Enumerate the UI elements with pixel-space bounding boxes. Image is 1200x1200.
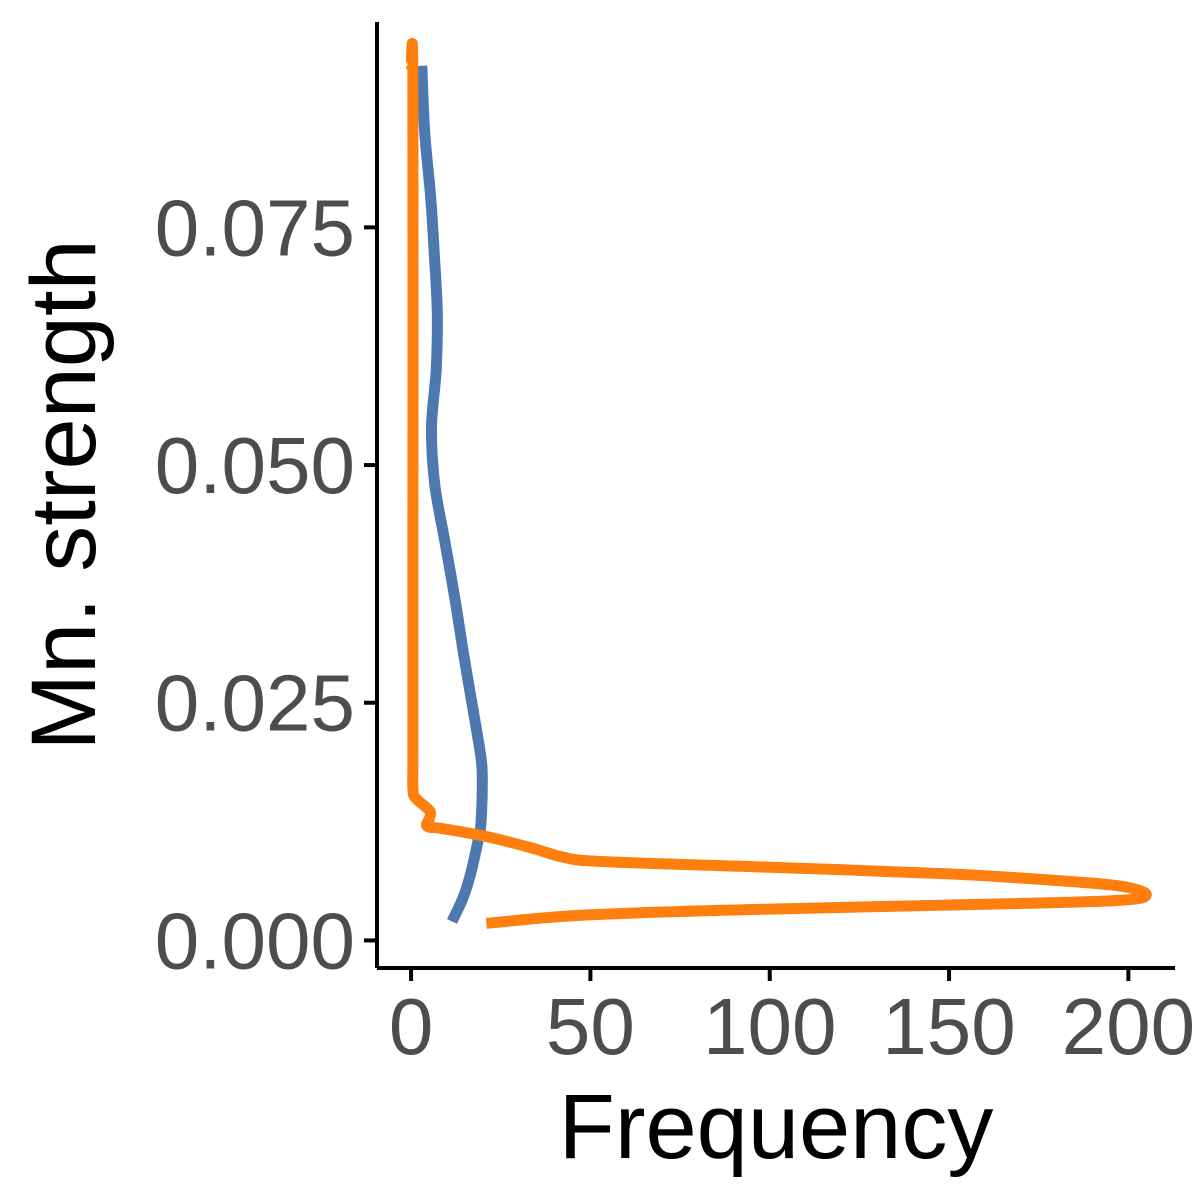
x-tick-label: 0 [389, 982, 434, 1071]
series-line-2 [405, 37, 1152, 929]
x-axis-title: Frequency [559, 1076, 994, 1178]
x-tick-label: 200 [1062, 982, 1195, 1071]
y-tick-label: 0.075 [155, 183, 355, 272]
y-tick-label: 0.000 [155, 896, 355, 985]
x-tick-label: 150 [882, 982, 1015, 1071]
plot-area [405, 37, 1152, 929]
y-axis-ticks: 0.000 0.025 0.050 0.075 [155, 183, 377, 985]
y-tick-label: 0.050 [155, 421, 355, 510]
y-axis-title: Mn. strength [13, 239, 115, 750]
x-axis-ticks: 0 50 100 150 200 [389, 968, 1195, 1071]
series-line-1 [416, 65, 488, 924]
x-tick-label: 50 [546, 982, 635, 1071]
x-tick-label: 100 [703, 982, 836, 1071]
y-tick-label: 0.025 [155, 659, 355, 748]
